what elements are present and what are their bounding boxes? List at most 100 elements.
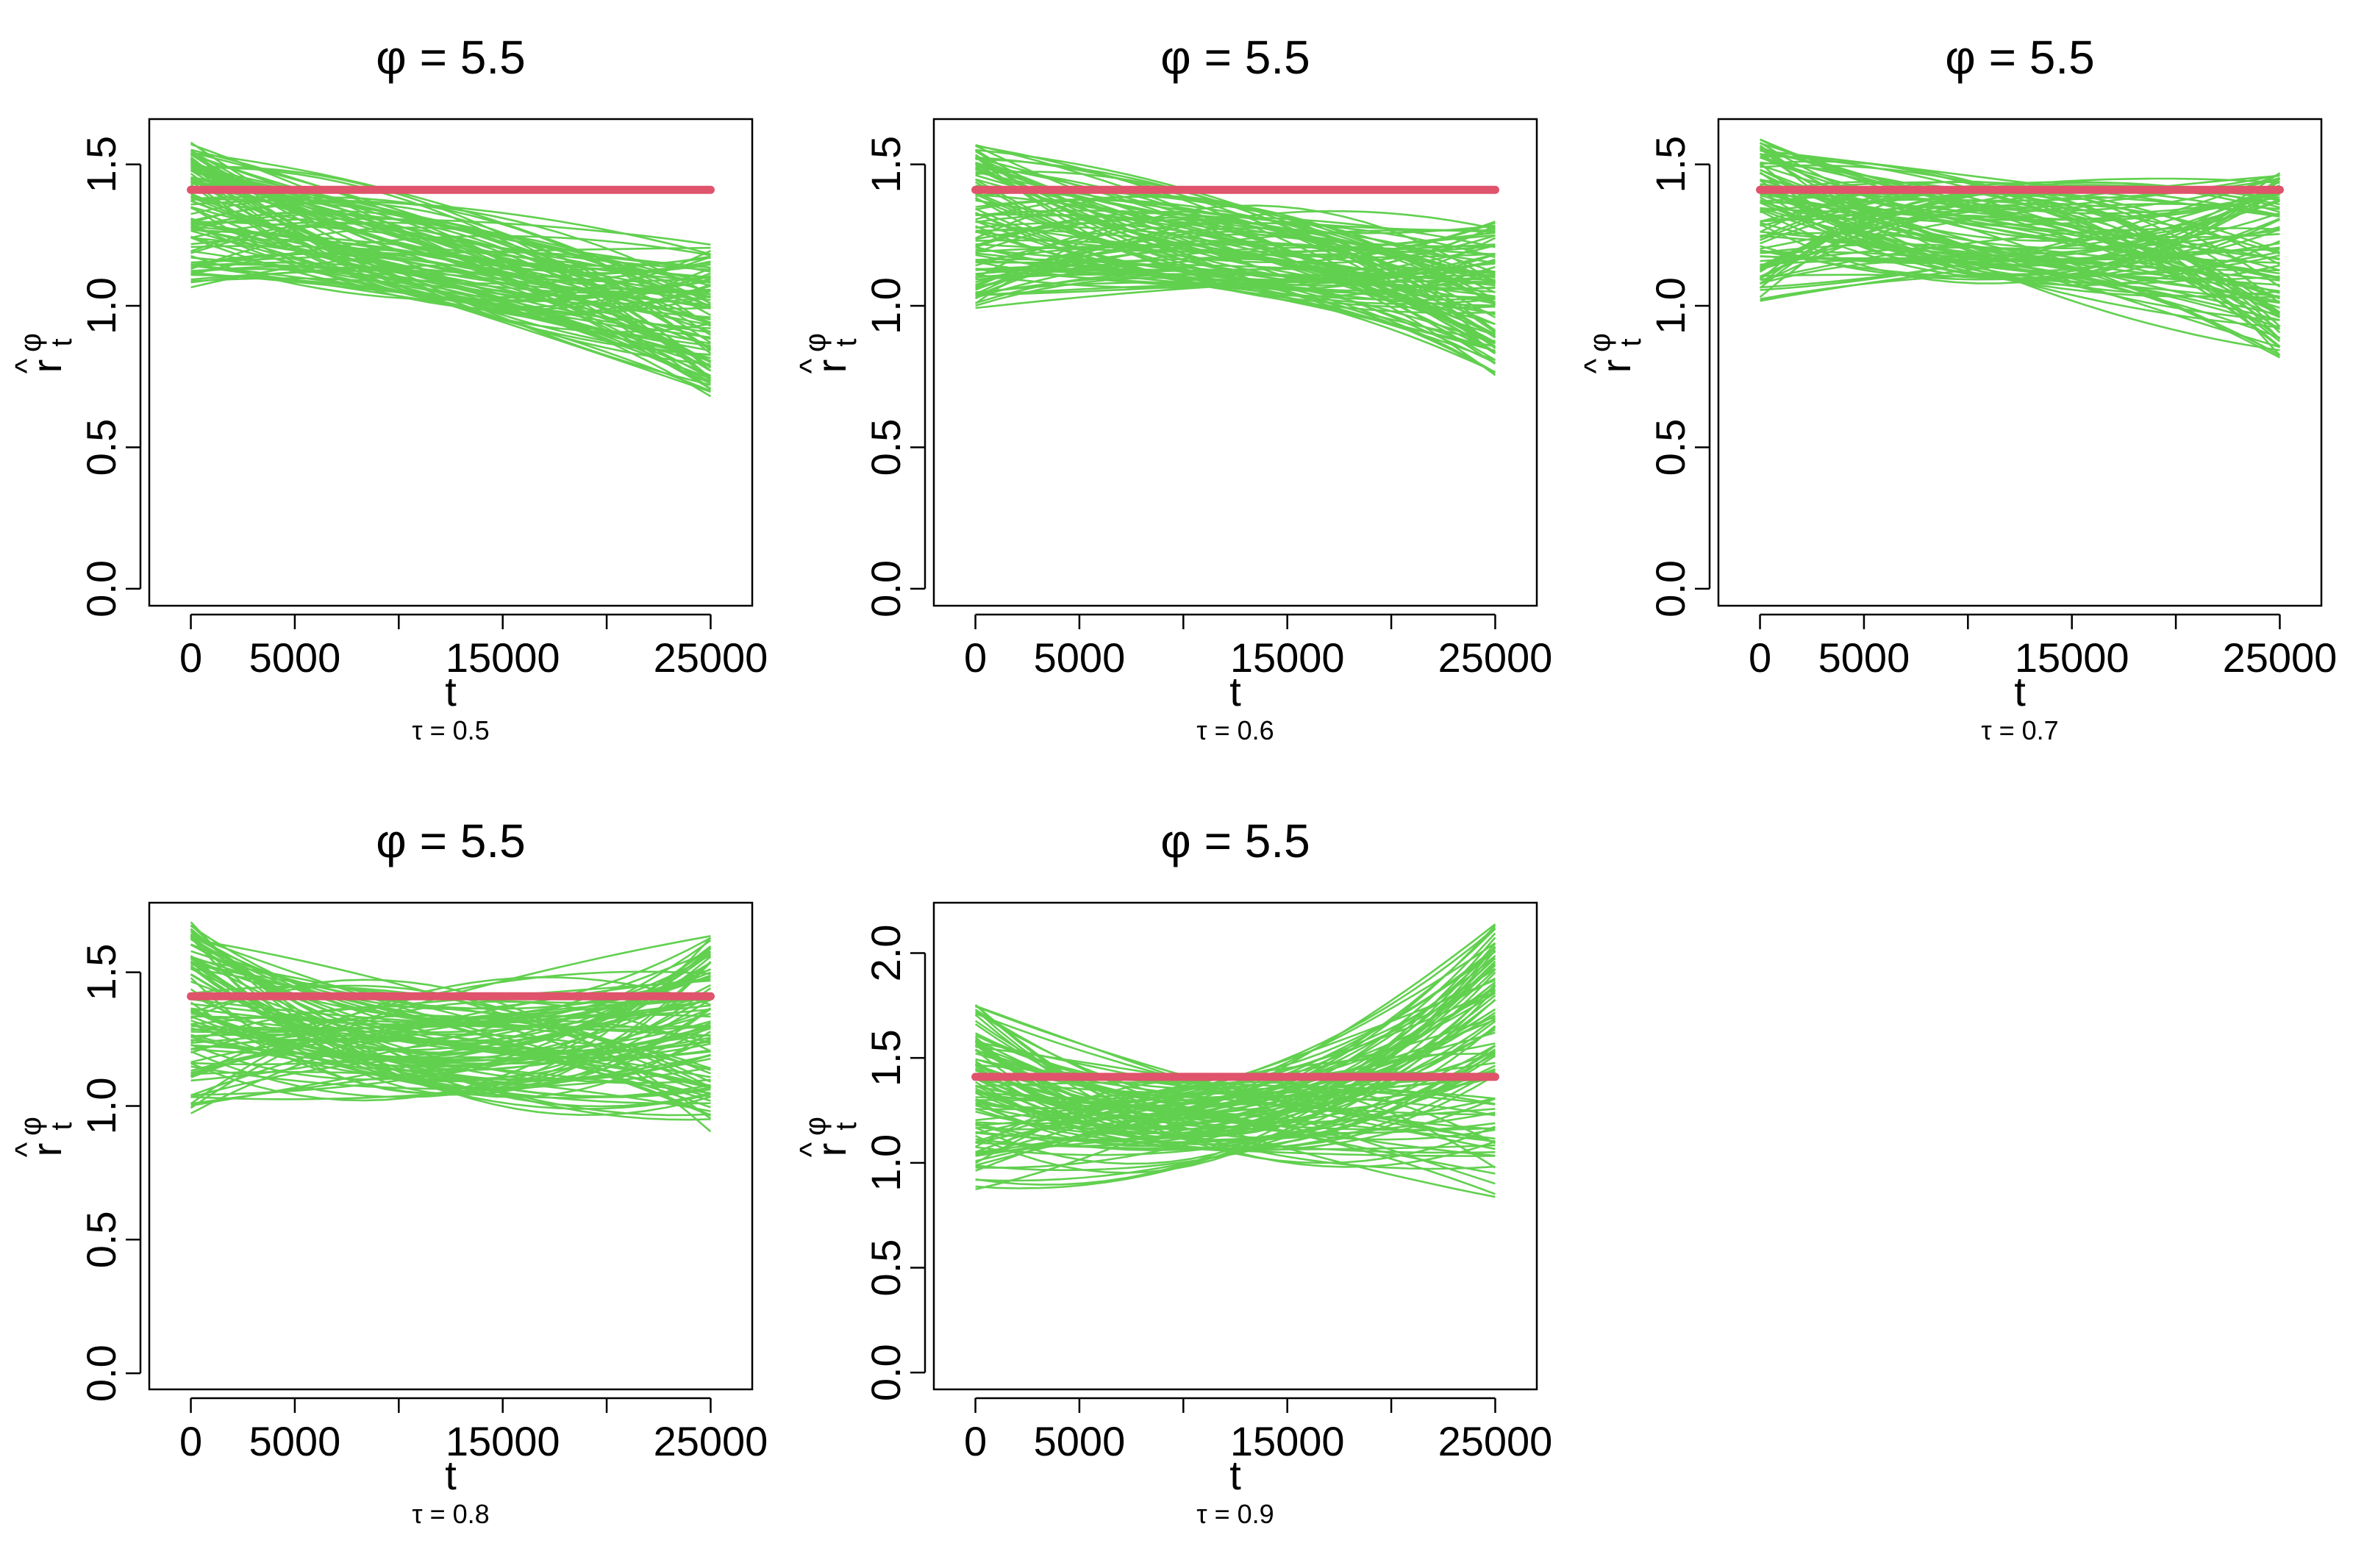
sim-curve [1760,180,2281,304]
y-tick-label: 0.5 [78,1211,124,1268]
sim-curve [190,165,711,362]
panel-title: φ = 5.5 [1945,31,2094,84]
sim-curve [190,221,711,293]
x-tick-label: 25000 [1438,1418,1553,1464]
y-tick-label: 1.5 [78,136,124,193]
sim-curve [190,1037,711,1109]
x-tick-label: 15000 [1230,634,1345,681]
x-tick-label: 25000 [2223,634,2338,681]
sim-curve [1760,231,2280,321]
sim-curve [190,173,711,299]
sim-curve [190,265,712,398]
sim-curve [975,999,1496,1189]
y-label-hat: ^ [1578,358,1614,373]
sim-curve [975,276,1496,374]
sim-curve [190,268,711,383]
sim-curve [190,1033,711,1072]
y-label-hat: ^ [793,1142,829,1157]
sim-curve [975,212,1496,282]
x-tick-label: 5000 [249,634,341,681]
x-axis-label: t [445,668,457,715]
y-tick-label: 1.0 [78,277,124,334]
sim-curve [975,268,1496,299]
y-label-hat: ^ [9,358,45,373]
panel-subtitle: τ = 0.7 [1981,715,2058,745]
sim-curve [975,273,1496,282]
y-label-base: r [24,359,70,373]
sim-curve [190,998,712,1098]
y-tick-label: 0.5 [863,419,909,476]
y-tick-label: 0.0 [863,1344,909,1401]
sim-curve [190,151,711,324]
sim-curve [975,158,1496,339]
y-label-sup: φ [799,333,832,352]
x-tick-label: 5000 [249,1418,341,1464]
panel-title: φ = 5.5 [1160,31,1310,84]
panel-title: φ = 5.5 [376,815,525,867]
sim-curve [975,1058,1496,1106]
y-label-base: r [24,1143,70,1157]
sim-curves [190,141,712,398]
sim-curve [190,996,711,1050]
sim-curve [190,201,712,354]
sim-curve [190,1056,711,1099]
sim-curve [975,230,1496,296]
y-tick-label: 1.0 [1647,277,1693,334]
sim-curve [190,226,711,280]
sim-curve [974,998,1496,1137]
y-label-base: r [808,359,854,373]
x-tick-label: 0 [179,1418,202,1464]
panel-subtitle: τ = 0.8 [412,1499,489,1529]
y-label-sup: φ [15,333,47,352]
y-tick-label: 1.5 [78,944,124,1001]
sim-curve [190,950,711,1018]
x-tick-label: 0 [1749,634,1771,681]
sim-curve [1760,198,2280,255]
y-tick-label: 1.5 [1647,136,1693,193]
x-axis-label: t [1229,1452,1241,1498]
y-label-base: r [808,1143,854,1157]
y-tick-label: 1.5 [863,1029,909,1086]
panel-subtitle: τ = 0.9 [1196,1499,1274,1529]
sim-curve [190,944,711,1059]
x-axis-label: t [2014,668,2026,715]
sim-curve [975,148,1496,319]
x-tick-label: 25000 [1438,634,1553,681]
sim-curve [190,998,711,1028]
sim-curve [975,1090,1496,1172]
y-label-sub: t [46,338,78,346]
x-tick-label: 5000 [1034,1418,1126,1464]
sim-curve [975,1012,1496,1131]
sim-curve [974,1081,1496,1164]
y-axis-label: r^ φt [1578,333,1647,373]
x-tick-label: 15000 [1230,1418,1345,1464]
sim-curve [1760,232,2281,357]
sim-curve [1760,146,2280,260]
sim-curve [974,932,1496,1121]
sim-curve [190,1019,711,1105]
y-label-sup: φ [799,1117,832,1136]
sim-curve [975,229,1496,335]
sim-curve [975,1053,1496,1151]
sim-curve [1760,172,2280,281]
y-label-sub: t [1615,338,1647,346]
y-tick-label: 1.0 [863,1134,909,1192]
sim-curve [190,226,711,304]
sim-curve [190,921,712,1098]
sim-curve [975,252,1496,352]
y-label-sub: t [46,1122,78,1130]
sim-curves [1759,138,2281,359]
y-tick-label: 0.5 [1647,419,1693,476]
x-tick-label: 25000 [654,634,768,681]
panel-title: φ = 5.5 [1160,815,1310,867]
sim-curve [190,161,711,297]
sim-curve [975,244,1496,289]
sim-curve [975,1045,1496,1182]
y-tick-label: 0.5 [863,1239,909,1297]
x-tick-label: 15000 [446,634,560,681]
y-tick-label: 1.0 [863,277,909,334]
